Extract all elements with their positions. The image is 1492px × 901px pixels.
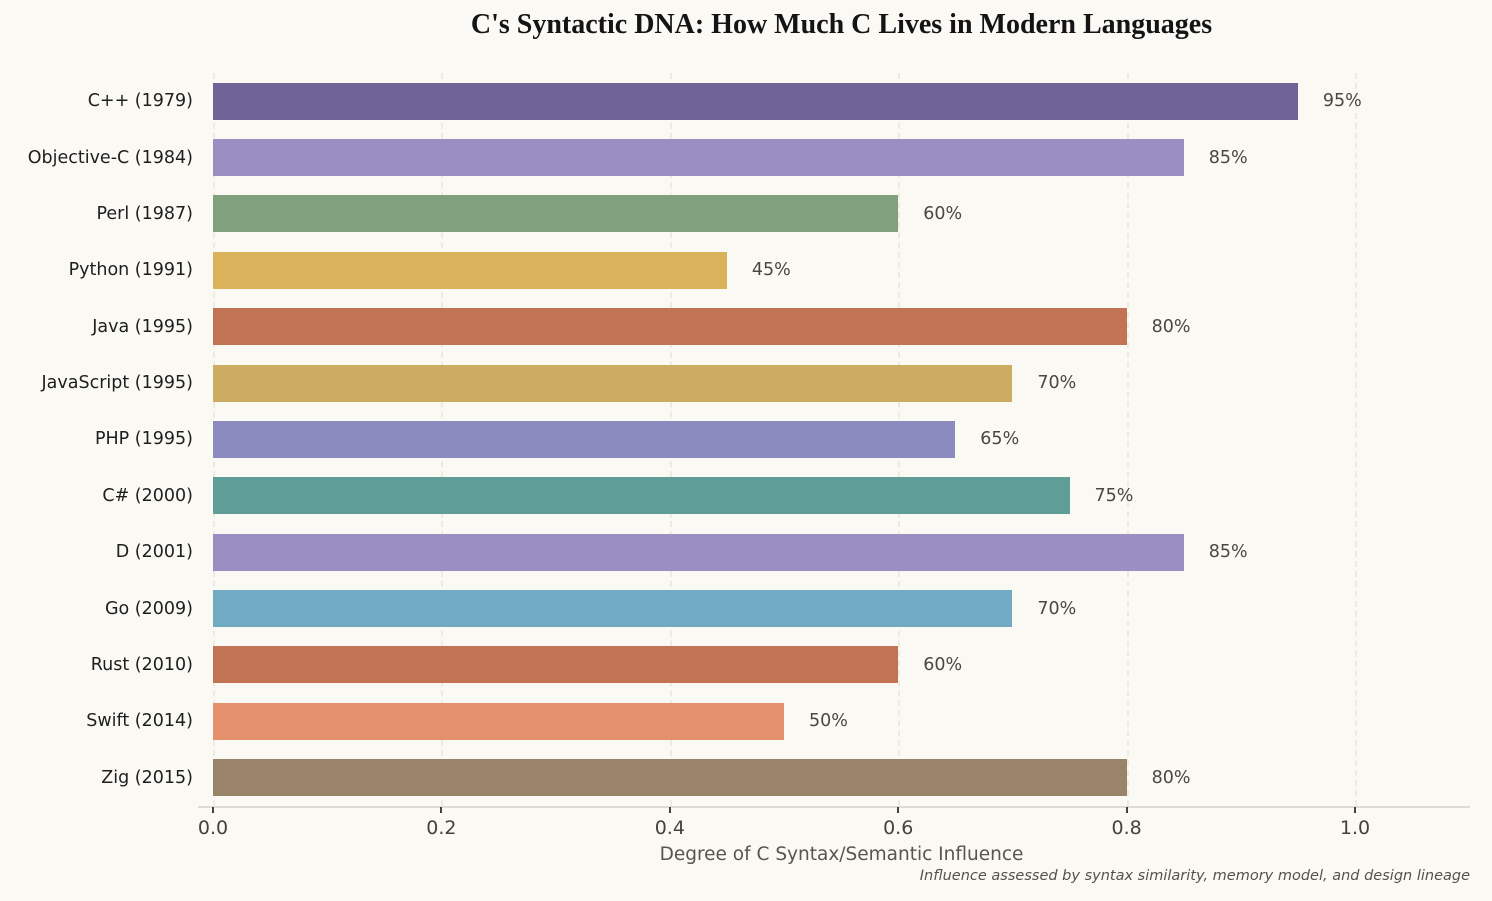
bar-row: Perl (1987) 60%: [96, 186, 1470, 242]
bar: [213, 251, 727, 289]
category-label: JavaScript (1995): [41, 373, 193, 394]
bar: [213, 759, 1127, 797]
x-tick-mark: [212, 807, 214, 813]
bar: [213, 702, 784, 740]
x-axis-label: Degree of C Syntax/Semantic Influence: [659, 844, 1024, 865]
bar: [213, 308, 1127, 346]
x-tick-mark: [440, 807, 443, 813]
plot-area: C++ (1979) 95% Objective-C (1984) 85% Perl (…: [28, 73, 1470, 806]
category-label: D (2001): [115, 542, 193, 563]
bar: [213, 590, 1013, 628]
value-label: 70%: [1037, 598, 1077, 619]
category-label: C# (2000): [102, 485, 193, 506]
bar-row: Go (2009) 70%: [105, 580, 1470, 636]
x-tick-mark: [1354, 807, 1356, 813]
chart-footnote: Influence assessed by syntax similarity,…: [919, 868, 1470, 884]
gridline: [1126, 73, 1129, 806]
value-label: 45%: [751, 260, 791, 281]
bar: [213, 646, 899, 684]
category-label: Java (1995): [92, 316, 193, 337]
bar-row: C# (2000) 75%: [102, 468, 1470, 524]
bar: [213, 139, 1184, 177]
bar-row: JavaScript (1995) 70%: [42, 355, 1470, 411]
bar: [213, 477, 1070, 515]
bar-row: Objective-C (1984) 85%: [28, 129, 1470, 185]
bar-row: Rust (2010) 60%: [91, 637, 1470, 693]
bar: [213, 420, 956, 458]
bar-row: Swift (2014) 50%: [86, 693, 1470, 749]
bar-row: Python (1991) 45%: [69, 242, 1470, 298]
value-label: 70%: [1037, 373, 1077, 394]
gridline: [1355, 73, 1357, 806]
bar-row: PHP (1995) 65%: [95, 411, 1470, 467]
bar-row: Java (1995) 80%: [92, 299, 1470, 355]
category-label: C++ (1979): [87, 91, 193, 112]
x-axis-line: [198, 806, 1470, 808]
bar: [213, 82, 1298, 120]
x-tick-label: 0.0: [197, 817, 229, 839]
value-label: 50%: [809, 711, 848, 732]
x-tick-label: 1.0: [1339, 817, 1371, 839]
category-label: Go (2009): [104, 598, 193, 619]
value-label: 65%: [980, 429, 1020, 450]
value-label: 85%: [1208, 147, 1248, 168]
value-label: 80%: [1151, 316, 1191, 337]
value-label: 85%: [1208, 542, 1248, 563]
value-label: 60%: [923, 654, 963, 675]
bar: [213, 533, 1184, 571]
bar-row: D (2001) 85%: [116, 524, 1470, 580]
category-label: Zig (2015): [101, 767, 193, 788]
category-label: PHP (1995): [94, 429, 193, 450]
bar-rows: C++ (1979) 95% Objective-C (1984) 85% Perl (…: [28, 73, 1470, 806]
category-label: Rust (2010): [90, 654, 193, 675]
category-label: Swift (2014): [86, 711, 193, 732]
x-tick-label: 0.4: [654, 817, 685, 839]
x-tick-label: 0.2: [426, 817, 457, 839]
bar: [213, 195, 899, 233]
value-label: 80%: [1151, 767, 1191, 788]
x-tick-mark: [1125, 807, 1128, 813]
category-label: Perl (1987): [96, 203, 193, 224]
value-label: 95%: [1322, 91, 1362, 112]
chart-title: C's Syntactic DNA: How Much C Lives in M…: [470, 9, 1213, 40]
bar: [213, 364, 1013, 402]
x-tick-label: 0.6: [883, 817, 914, 839]
bar-row: Zig (2015) 80%: [101, 750, 1470, 806]
x-tick-mark: [897, 807, 900, 813]
x-tick-label: 0.8: [1111, 817, 1142, 839]
value-label: 75%: [1094, 485, 1134, 506]
x-tick-mark: [668, 807, 671, 813]
category-label: Python (1991): [68, 260, 193, 281]
bar-row: C++ (1979) 95%: [88, 73, 1470, 129]
category-label: Objective-C (1984): [27, 147, 193, 168]
value-label: 60%: [923, 203, 963, 224]
